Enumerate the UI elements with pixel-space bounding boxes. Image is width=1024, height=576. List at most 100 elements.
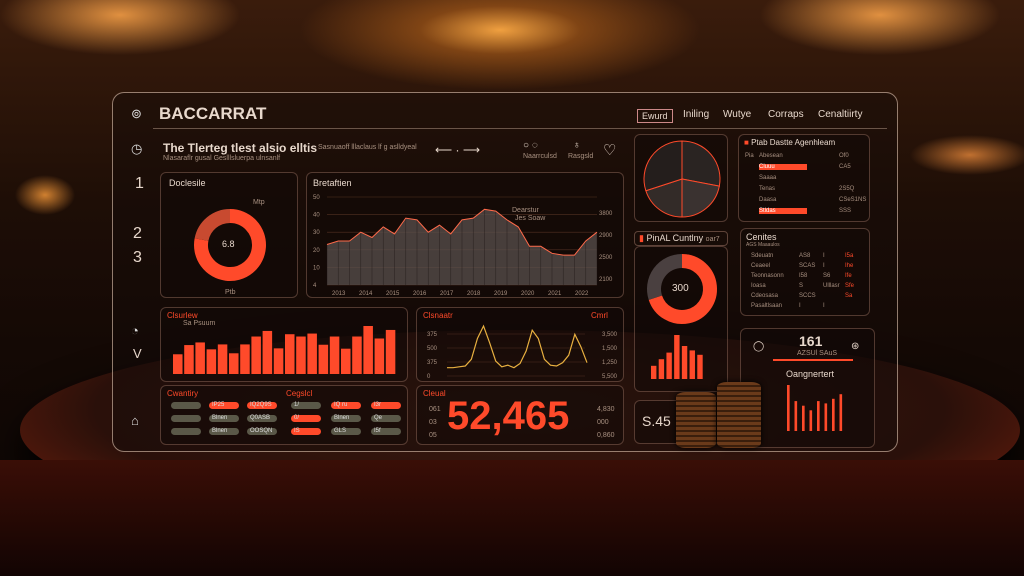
donut2-title-text: PinAL Cuntlny <box>646 233 704 243</box>
table-cell: CSeS1NS <box>839 197 867 203</box>
x-tick-label: 2017 <box>440 291 454 297</box>
bar <box>217 344 228 374</box>
bar <box>195 342 205 374</box>
list-cell[interactable]: IQ2Q9S <box>247 402 277 409</box>
bar <box>697 354 703 379</box>
chat-icon[interactable]: ◔ <box>131 323 139 338</box>
panel-title: Doclesile <box>169 178 206 188</box>
donut-slice <box>647 254 683 300</box>
tab-corraps[interactable]: Corraps <box>768 109 804 120</box>
panel-title: Cleual <box>423 389 446 398</box>
arrows-icon[interactable]: ⟵ · ⟶ <box>435 143 481 157</box>
list-cell[interactable]: IS <box>291 428 321 435</box>
stats-cell: S6 <box>823 273 831 279</box>
y-tick-label: 40 <box>313 213 320 219</box>
tab-cenaltiirty[interactable]: Cenaltiirty <box>818 109 863 120</box>
bar <box>352 336 362 374</box>
sidebar-item-2[interactable]: 2 <box>133 225 142 242</box>
x-tick-label: 2014 <box>359 291 373 297</box>
counter-value: 161 <box>799 333 823 349</box>
list-cell[interactable]: Blnen <box>331 415 361 422</box>
list-cell[interactable]: 1/ <box>291 402 321 409</box>
tab-iniling[interactable]: Iniling <box>683 109 710 120</box>
donut-center-value: 6.8 <box>222 239 235 249</box>
bar <box>817 401 820 431</box>
pie-slice <box>681 140 721 187</box>
list-panel: Cwantiry Cegslcl IP25 IQ2Q9S Blnen Q0ASB Bln… <box>160 385 408 445</box>
sidebar-item-1[interactable]: 1 <box>135 175 144 192</box>
next-button[interactable]: ⊛ <box>851 341 860 352</box>
chart-title: Oangnertert <box>786 369 835 379</box>
list-cell[interactable]: Blnen <box>209 415 239 422</box>
clock-icon[interactable]: ◷ <box>131 141 143 156</box>
tick: 03 <box>429 419 437 426</box>
list-cell[interactable]: Q0ASB <box>247 415 277 422</box>
user-icon[interactable]: ♁ <box>573 140 581 151</box>
tab-wutye[interactable]: Wutye <box>723 109 752 120</box>
y2-tick-label: 5,500 <box>602 374 618 380</box>
settings-icon[interactable]: ⊚ <box>131 106 142 121</box>
app-title: BACCARRAT <box>159 104 267 123</box>
table-cell: Cluuu <box>759 164 807 170</box>
list-cell[interactable]: OOSQN <box>247 428 277 435</box>
y2-tick-label: 1,250 <box>602 360 618 366</box>
stats-cell: I5a <box>845 253 854 259</box>
counter-bar-chart <box>787 385 843 431</box>
prev-button[interactable]: ◯ <box>753 341 765 352</box>
stats-cell: Ife <box>845 273 852 279</box>
home-icon[interactable]: ⌂ <box>131 413 139 428</box>
list-cell[interactable]: IP25 <box>209 402 239 409</box>
subtitle-note: Sasnuaoff lllaclaus lf g aslldyeal <box>318 144 417 151</box>
stats-cell: I <box>823 263 825 269</box>
stats-cell: I <box>823 303 825 309</box>
tick: 061 <box>429 406 441 413</box>
sidebar-item-3[interactable]: 3 <box>133 249 142 266</box>
area-chart: 50 40 30 20 10 4 3800 2900 2500 2100 2013 2014 2015 2… <box>313 195 613 297</box>
big-number-panel: Cleual 061 03 05 52,465 4,830 000 0,860 <box>416 385 624 445</box>
donut2-title: ▮ PinAL Cuntlny oar7 <box>634 231 728 246</box>
bar <box>285 334 295 374</box>
y2-tick-label: 3,500 <box>602 332 618 338</box>
list-cell[interactable] <box>171 428 201 435</box>
list-cell[interactable]: 0/ <box>291 415 321 422</box>
panel-title: Cwantiry <box>167 389 199 398</box>
y-tick-label: 50 <box>313 195 320 201</box>
table-cell: Tenas <box>759 186 776 192</box>
sidebar-item-v[interactable]: V <box>133 346 142 361</box>
stats-cell: Cdeosasa <box>751 293 779 299</box>
list-cell[interactable]: I5f <box>371 428 401 435</box>
table-cell: Abesean <box>759 153 783 159</box>
bar <box>385 329 396 374</box>
panel-subtitle: AGS Maaaulos <box>746 242 780 248</box>
stats-cell: I <box>799 303 801 309</box>
tab-ewurd[interactable]: Ewurd <box>637 109 673 123</box>
heart-icon[interactable]: ♡ <box>603 142 617 159</box>
toggle-icon[interactable]: ○ ◌ <box>523 140 538 151</box>
stats-cell: AS8 <box>799 253 811 259</box>
pie-chart <box>643 140 721 218</box>
bar <box>363 326 373 374</box>
list-cell[interactable]: I3r <box>371 402 401 409</box>
stats-cell: Ulllasr <box>823 283 840 289</box>
bar <box>839 394 843 431</box>
table-title: ■ Ptab Dastte Agenhleam <box>744 138 836 147</box>
bar <box>296 336 306 374</box>
bar <box>341 348 351 374</box>
list-cell[interactable]: IQ ru <box>331 402 361 409</box>
x-tick-label: 2022 <box>575 291 589 297</box>
bar <box>251 336 261 374</box>
list-cell[interactable] <box>171 415 201 422</box>
donut2-center-value: 300 <box>672 283 689 294</box>
chip-stack <box>717 382 761 448</box>
donut2-panel: 300 <box>634 246 728 392</box>
stats-cell: Ceaeel <box>751 263 771 269</box>
subtitle: The Tlerteg tlest alsio elltis <box>163 141 318 155</box>
donut-foot: Ptb <box>225 289 236 296</box>
x-tick-label: 2016 <box>413 291 427 297</box>
list-cell[interactable]: Blnen <box>209 428 239 435</box>
list-cell[interactable]: Qe <box>371 415 401 422</box>
list-cell[interactable]: GLS <box>331 428 361 435</box>
panel-title: Bretaftien <box>313 178 352 188</box>
divider <box>153 128 887 129</box>
list-cell[interactable] <box>171 402 201 409</box>
